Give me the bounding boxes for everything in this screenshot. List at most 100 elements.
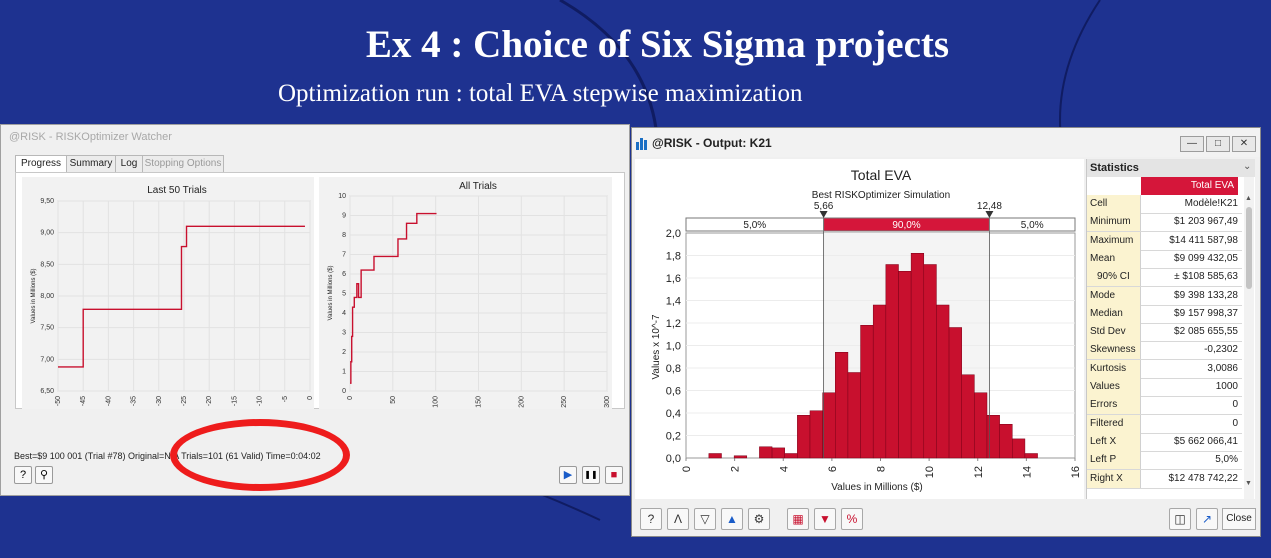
stats-scrollbar[interactable]: ▲ ▼: [1244, 177, 1254, 499]
y-tick-label: 4: [342, 310, 346, 317]
x-tick-label: 300: [604, 396, 611, 408]
export-icon[interactable]: ↗: [1196, 508, 1218, 530]
tab-stopping-options[interactable]: Stopping Options: [142, 155, 224, 172]
stats-row-value: $5 662 066,41: [1174, 435, 1238, 447]
scroll-thumb[interactable]: [1246, 207, 1252, 289]
stats-row-label: Skewness: [1087, 341, 1141, 360]
stats-row-label: Left P: [1087, 451, 1141, 470]
left-percent-label: 5,0%: [743, 220, 766, 231]
minimize-button[interactable]: —: [1180, 136, 1204, 152]
histogram-bar: [961, 374, 975, 459]
histogram-bar: [948, 327, 962, 459]
output-window-title: @RISK - Output: K21: [652, 136, 772, 150]
filter-icon[interactable]: ▽: [694, 508, 716, 530]
y-tick-label: 1,6: [666, 273, 681, 285]
close-window-button[interactable]: ✕: [1232, 136, 1256, 152]
x-tick-label: 50: [390, 396, 397, 404]
stats-row-label: Mode: [1087, 286, 1141, 305]
output-toolbar: ? Λ ▽ ▲ ⚙ ▦ ▼ % ◫ ↗ Close: [632, 500, 1260, 536]
histogram-bar: [1012, 438, 1026, 459]
stats-row-value: 3,0086: [1207, 362, 1238, 374]
slide-title: Ex 4 : Choice of Six Sigma projects: [365, 23, 950, 66]
tab-log[interactable]: Log: [115, 155, 143, 172]
histogram-bar: [733, 455, 748, 459]
y-tick-label: 9,50: [40, 198, 54, 205]
stop-icon[interactable]: ■: [605, 466, 623, 484]
stats-row-label: Maximum: [1087, 231, 1141, 250]
settings-icon[interactable]: ⚙: [748, 508, 770, 530]
right-delimiter-handle-icon: [985, 211, 994, 218]
x-tick-label: -50: [55, 396, 62, 406]
highlight-ellipse: [170, 419, 350, 491]
stats-row-label: Left X: [1087, 432, 1141, 451]
y-tick-label: 5: [342, 291, 346, 298]
stats-row-label: Right X: [1087, 469, 1141, 488]
right-percent-label: 5,0%: [1021, 220, 1044, 231]
y-tick-label: 9,00: [40, 230, 54, 237]
best-value-line: [350, 212, 437, 384]
y-tick-label: 1,8: [666, 251, 681, 263]
stats-row-value: 5,0%: [1215, 454, 1238, 466]
y-tick-label: 0,0: [666, 453, 681, 465]
histogram-bar: [923, 264, 937, 459]
run-icon[interactable]: ▶: [559, 466, 577, 484]
histogram-bar: [784, 453, 798, 459]
stats-row: Median $9 157 998,37: [1087, 304, 1242, 324]
percent-icon[interactable]: %: [841, 508, 863, 530]
x-tick-label: 200: [518, 396, 525, 408]
fit-distribution-icon[interactable]: ▲: [721, 508, 743, 530]
y-tick-label: 6: [342, 271, 346, 278]
histogram-bar: [872, 304, 887, 459]
chevron-down-icon[interactable]: ⌄: [1243, 161, 1252, 172]
stats-row-value: $12 478 742,22: [1168, 472, 1238, 484]
tab-summary[interactable]: Summary: [66, 155, 116, 172]
y-tick-label: 8: [342, 232, 346, 239]
stats-row: Left P 5,0%: [1087, 451, 1242, 471]
maximize-button[interactable]: □: [1206, 136, 1230, 152]
all-trials-chart: All Trials Values in Millions ($) 109876…: [319, 177, 612, 409]
y-tick-label: 0: [342, 388, 346, 395]
x-tick-label: 100: [433, 396, 440, 408]
stats-row: Cell Modèle!K21: [1087, 195, 1242, 214]
left-delimiter-value: 5,66: [814, 201, 834, 212]
x-tick-label: 150: [476, 396, 483, 408]
x-tick-label: -5: [282, 396, 289, 402]
all-trials-y-axis-label: Values in Millions ($): [328, 266, 334, 321]
histogram-bar: [822, 392, 836, 459]
report-icon[interactable]: ◫: [1169, 508, 1191, 530]
x-tick-label: -35: [131, 396, 138, 406]
pause-icon[interactable]: ❚❚: [582, 466, 600, 484]
histogram-graph-icon[interactable]: ▦: [787, 508, 809, 530]
x-tick-label: -40: [105, 396, 112, 406]
zoom-icon[interactable]: ⚲: [35, 466, 53, 484]
tornado-graph-icon[interactable]: ▼: [814, 508, 836, 530]
histogram-bar: [898, 271, 912, 459]
x-tick-label: -25: [181, 396, 188, 406]
last-50-y-axis-label: Values in Millions ($): [31, 269, 37, 324]
distribution-icon[interactable]: Λ: [667, 508, 689, 530]
total-eva-histogram: Total EVA Best RISKOptimizer Simulation …: [651, 167, 1082, 493]
histogram-bar: [974, 392, 988, 459]
stats-row-label: Median: [1087, 304, 1141, 323]
stats-row-label: Minimum: [1087, 213, 1141, 232]
histogram-bar: [797, 415, 811, 459]
help-icon[interactable]: ?: [640, 508, 662, 530]
stats-row-value: $9 398 133,28: [1174, 289, 1238, 301]
x-tick-label: -30: [156, 396, 163, 406]
stats-row: Skewness -0,2302: [1087, 341, 1242, 361]
y-tick-label: 9: [342, 213, 346, 220]
x-tick-label: 4: [778, 466, 790, 472]
last-50-trials-chart: Last 50 Trials Values in Millions ($) 9,…: [22, 177, 314, 409]
statistics-panel: Statistics ⌄ Total EVA Cell Modèle!K21 Min…: [1086, 159, 1255, 499]
histogram-app-icon: [636, 138, 647, 150]
stats-row-value: $9 157 998,37: [1174, 307, 1238, 319]
y-tick-label: 1,0: [666, 341, 681, 353]
tab-progress[interactable]: Progress: [15, 155, 67, 173]
scroll-down-arrow-icon[interactable]: ▼: [1245, 480, 1252, 487]
help-icon[interactable]: ?: [14, 466, 32, 484]
stats-row: Maximum $14 411 587,98: [1087, 231, 1242, 251]
stats-row-value: $9 099 432,05: [1174, 252, 1238, 264]
close-button[interactable]: Close: [1222, 508, 1256, 530]
scroll-up-arrow-icon[interactable]: ▲: [1245, 195, 1252, 202]
x-tick-label: 6: [827, 466, 839, 472]
